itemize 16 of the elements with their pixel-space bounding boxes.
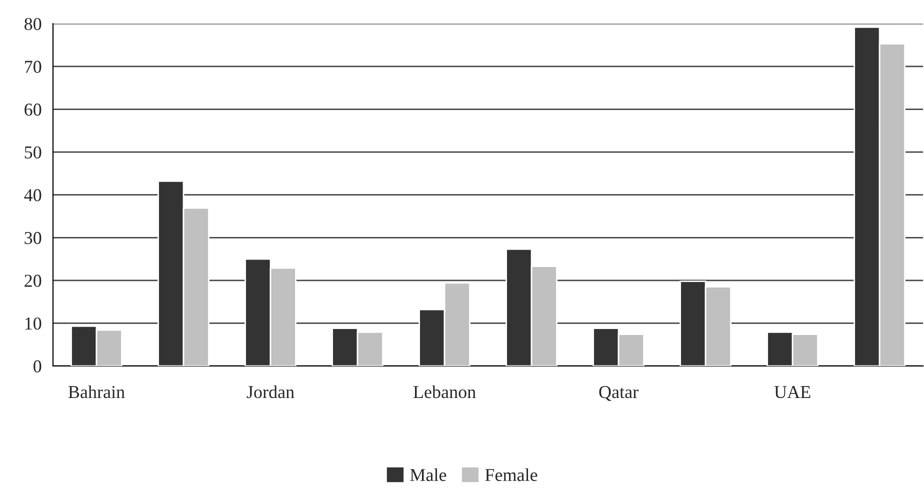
y-tick-label: 10	[25, 317, 42, 330]
y-tick-label: 60	[24, 104, 42, 116]
y-tick-label: 80	[24, 18, 42, 30]
y-tick-label: 50	[24, 146, 42, 159]
legend-label: Female	[485, 468, 538, 482]
x-tick-label: UAE	[774, 386, 810, 398]
x-tick-label: Lebanon	[413, 385, 476, 398]
y-tick-label: 20	[24, 274, 42, 287]
legend-label: Male	[410, 468, 446, 482]
y-tick-label: 30	[24, 232, 42, 244]
y-tick-label: 40	[24, 189, 42, 202]
x-tick-label: Jordan	[246, 385, 294, 398]
y-tick-label: 70	[25, 60, 42, 73]
y-tick-label: 0	[34, 360, 42, 372]
x-tick-label: Bahrain	[68, 385, 125, 398]
x-tick-label: Qatar	[599, 386, 638, 401]
